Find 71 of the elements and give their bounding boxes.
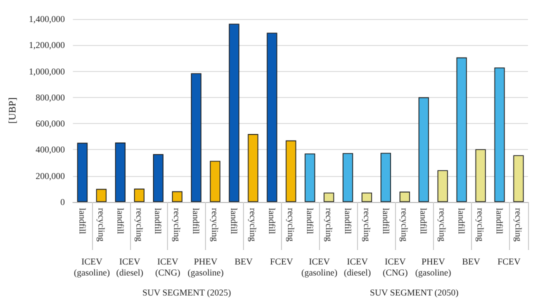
bar xyxy=(77,142,88,202)
bar xyxy=(153,154,164,202)
bar xyxy=(342,153,354,202)
x-tick-label: landfill xyxy=(494,208,505,234)
x-tick-label: landfill xyxy=(267,208,278,234)
y-tick-label: 400,000 xyxy=(36,144,66,155)
bar xyxy=(286,140,296,202)
y-tick-label: 200,000 xyxy=(36,170,66,181)
x-tick-label: recycling xyxy=(514,208,524,242)
x-tick-label: recycling xyxy=(134,208,144,242)
text: BEV xyxy=(234,256,254,266)
text: PHEV (gasoline) xyxy=(188,256,224,278)
x-tick-label: landfill xyxy=(304,208,315,234)
x-tick-label: recycling xyxy=(172,208,182,242)
text: ICEV (CNG) xyxy=(155,256,180,278)
text: ICEV (diesel) xyxy=(116,256,144,278)
x-tick-label: recycling xyxy=(324,208,334,242)
bar xyxy=(134,188,144,202)
text: SUV SEGMENT (2025) xyxy=(142,288,232,298)
text: FCEV xyxy=(498,256,522,266)
x-tick-label: recycling xyxy=(400,208,410,242)
text: PHEV (gasoline) xyxy=(415,256,452,278)
y-tick-label: 800,000 xyxy=(36,92,66,102)
bar xyxy=(304,154,316,202)
x-tick-label: landfill xyxy=(380,208,391,234)
bar xyxy=(400,192,410,202)
bar xyxy=(475,149,486,202)
bar xyxy=(172,191,182,202)
bar xyxy=(266,32,278,202)
bar xyxy=(190,73,202,202)
x-tick-label: recycling xyxy=(286,208,296,242)
y-axis-title: [UBP] xyxy=(8,97,18,124)
text: ICEV (gasoline) xyxy=(301,256,338,278)
bar xyxy=(210,160,220,202)
x-tick-label: landfill xyxy=(77,208,88,234)
text: FCEV xyxy=(270,256,294,266)
y-tick-label: 600,000 xyxy=(36,118,66,129)
text: ICEV (CNG) xyxy=(382,256,408,278)
y-tick-label: 1,000,000 xyxy=(28,66,66,76)
bar xyxy=(248,134,258,202)
y-tick-label: 1,200,000 xyxy=(28,40,66,50)
text: ICEV (diesel) xyxy=(344,256,371,278)
x-tick-label: landfill xyxy=(229,208,240,234)
x-tick-label: landfill xyxy=(115,208,126,234)
y-tick-label: 1,400,000 xyxy=(28,14,66,24)
x-tick-label: landfill xyxy=(418,208,429,234)
x-tick-label: recycling xyxy=(362,208,372,242)
bar xyxy=(362,192,372,202)
bar xyxy=(96,188,107,202)
text: BEV xyxy=(462,256,481,266)
x-tick-label: recycling xyxy=(438,208,448,242)
y-tick-label: 0 xyxy=(60,197,66,207)
bar xyxy=(437,170,448,202)
x-tick-label: landfill xyxy=(191,208,202,234)
bar xyxy=(456,57,467,202)
bar xyxy=(324,192,334,202)
bar xyxy=(380,152,391,202)
x-tick-label: recycling xyxy=(96,208,106,242)
bar xyxy=(418,97,429,202)
x-tick-label: recycling xyxy=(476,208,486,242)
bar xyxy=(115,142,126,202)
x-tick-label: landfill xyxy=(153,208,164,234)
bar xyxy=(513,155,524,202)
text: SUV SEGMENT (2050) xyxy=(370,288,459,298)
bar xyxy=(494,67,505,202)
text: ICEV (gasoline) xyxy=(74,256,110,278)
x-tick-label: landfill xyxy=(456,208,467,234)
x-tick-label: recycling xyxy=(210,208,220,242)
x-tick-label: landfill xyxy=(342,208,353,234)
bar xyxy=(228,24,240,202)
x-tick-label: recycling xyxy=(248,208,258,242)
